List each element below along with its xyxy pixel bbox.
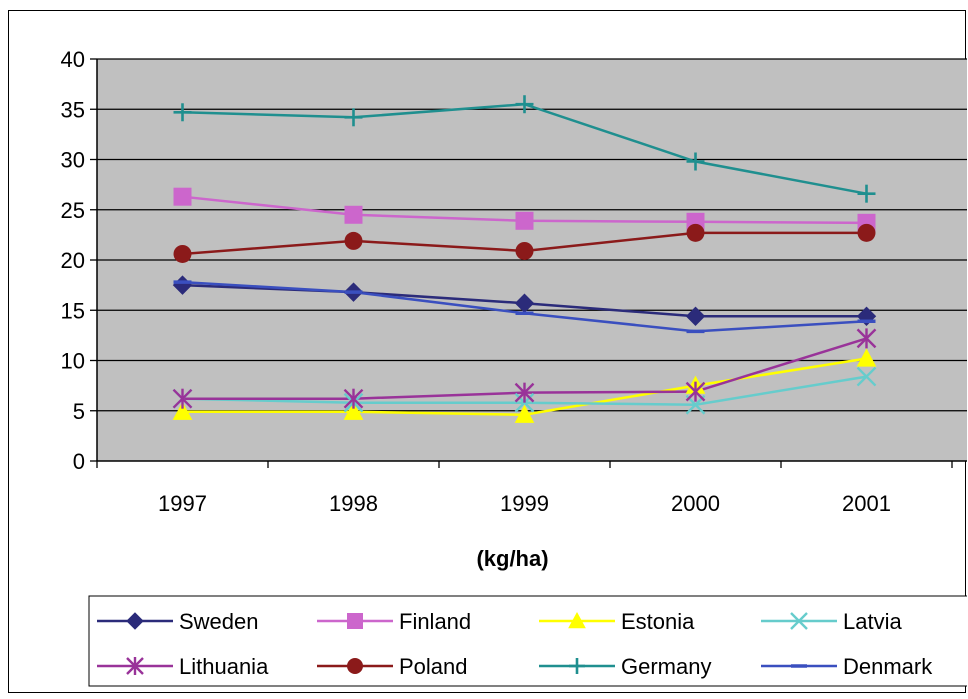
data-point-poland xyxy=(857,223,876,242)
y-tick-label: 25 xyxy=(61,198,85,223)
data-point-lithuania xyxy=(856,328,877,349)
data-point-poland xyxy=(686,223,705,242)
y-tick-label: 35 xyxy=(61,97,85,122)
legend-item-estonia: Estonia xyxy=(539,609,695,634)
y-tick-label: 0 xyxy=(73,449,85,474)
legend-item-lithuania: Lithuania xyxy=(97,654,269,679)
legend-label: Lithuania xyxy=(179,654,269,679)
series-markers xyxy=(172,95,877,423)
y-tick-label: 10 xyxy=(61,349,85,374)
legend-label: Germany xyxy=(621,654,711,679)
legend-label: Estonia xyxy=(621,609,695,634)
data-point-finland xyxy=(173,187,192,206)
data-point-germany xyxy=(686,152,705,171)
legend: Sweden Finland Estonia Latvia Lithuania Polan… xyxy=(97,609,933,679)
marker xyxy=(347,613,363,629)
legend-label: Sweden xyxy=(179,609,259,634)
x-tick-label: 2000 xyxy=(671,491,720,516)
marker xyxy=(569,658,585,674)
data-point-germany xyxy=(344,108,363,127)
legend-item-sweden: Sweden xyxy=(97,609,259,634)
y-tick-label: 15 xyxy=(61,298,85,323)
data-point-lithuania xyxy=(514,382,535,403)
legend-item-finland: Finland xyxy=(317,609,471,634)
data-point-poland xyxy=(515,241,534,260)
marker-stroke xyxy=(514,392,535,413)
legend-label: Finland xyxy=(399,609,471,634)
data-point-lithuania xyxy=(343,388,364,409)
legend-item-denmark: Denmark xyxy=(761,654,933,679)
data-point-lithuania xyxy=(172,388,193,409)
data-point-latvia xyxy=(514,392,535,413)
legend-item-latvia: Latvia xyxy=(761,609,902,634)
x-tick-labels: 1997 1998 1999 2000 2001 xyxy=(158,491,891,516)
data-point-poland xyxy=(173,244,192,263)
y-tick-labels: 0 5 10 15 20 25 30 35 40 xyxy=(61,47,85,474)
x-tick-label: 1998 xyxy=(329,491,378,516)
legend-item-germany: Germany xyxy=(539,654,711,679)
axes xyxy=(96,59,967,468)
data-point-estonia xyxy=(856,348,877,367)
marker-stroke xyxy=(856,366,877,387)
legend-label: Denmark xyxy=(843,654,933,679)
y-tick-label: 20 xyxy=(61,248,85,273)
data-point-estonia xyxy=(172,401,193,420)
data-point-lithuania xyxy=(685,381,706,402)
marker xyxy=(126,657,144,675)
data-point-germany xyxy=(515,95,534,114)
marker xyxy=(790,612,808,630)
data-point-estonia xyxy=(514,404,535,423)
data-point-finland xyxy=(515,211,534,230)
x-tick-label: 1999 xyxy=(500,491,549,516)
marker xyxy=(568,611,586,629)
line-chart: 0 5 10 15 20 25 30 35 40 1997 1998 1999 2000 2001 (k… xyxy=(61,47,968,687)
marker xyxy=(347,658,363,674)
legend-label: Poland xyxy=(399,654,468,679)
x-axis-title: (kg/ha) xyxy=(476,546,548,571)
legend-box xyxy=(88,595,968,687)
x-tick-label: 2001 xyxy=(842,491,891,516)
data-point-estonia xyxy=(343,401,364,420)
data-point-poland xyxy=(344,231,363,250)
y-tick-label: 30 xyxy=(61,148,85,173)
marker-stroke xyxy=(790,612,808,630)
data-point-latvia xyxy=(856,366,877,387)
y-tick-label: 40 xyxy=(61,47,85,72)
data-point-germany xyxy=(857,184,876,203)
data-point-germany xyxy=(173,103,192,122)
chart-frame: 0 5 10 15 20 25 30 35 40 1997 1998 1999 2000 2001 (k… xyxy=(8,10,968,693)
legend-item-poland: Poland xyxy=(317,654,468,679)
data-point-finland xyxy=(344,205,363,224)
data-point-sweden xyxy=(685,306,706,326)
x-tick-label: 1997 xyxy=(158,491,207,516)
legend-label: Latvia xyxy=(843,609,902,634)
marker xyxy=(126,612,144,630)
y-tick-label: 5 xyxy=(73,399,85,424)
